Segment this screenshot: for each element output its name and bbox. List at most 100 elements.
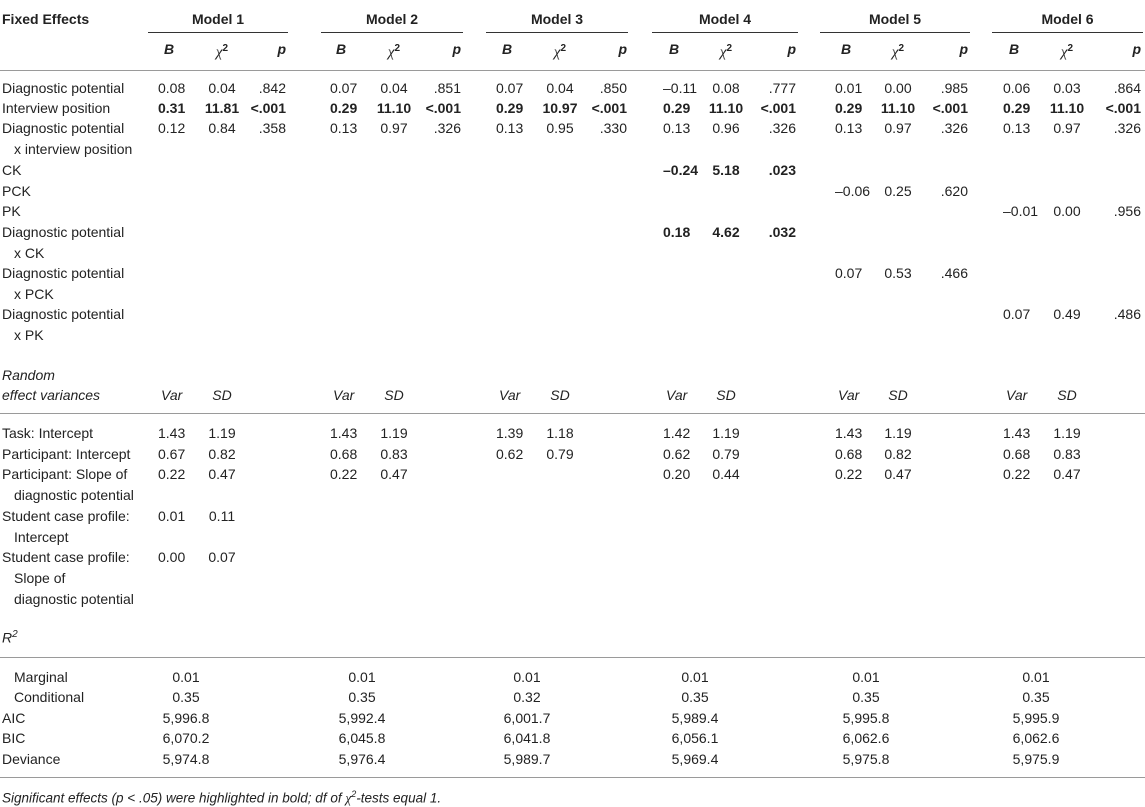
- fit-value: 5,975.8: [842, 751, 890, 767]
- random-row-label: Participant: Slope of: [2, 466, 128, 482]
- model-underline: [820, 32, 970, 33]
- cell-var: 0.22: [158, 466, 186, 482]
- subhead-sd: SD: [716, 387, 736, 403]
- cell-sd: 0.47: [380, 466, 408, 482]
- cell-chi: 0.49: [1053, 306, 1081, 322]
- cell-sd: 0.79: [712, 446, 740, 462]
- random-row-label: Student case profile:: [2, 549, 130, 565]
- cell-b: –0.01: [1003, 203, 1039, 219]
- cell-sd: 0.11: [208, 508, 236, 524]
- cell-b: 0.06: [1003, 80, 1031, 96]
- subhead-chi-square: χ2: [387, 43, 401, 61]
- fit-row-label: AIC: [2, 710, 26, 726]
- cell-sd: 0.82: [208, 446, 236, 462]
- cell-sd: 0.07: [208, 549, 236, 565]
- cell-p: .850: [599, 80, 627, 96]
- cell-var: 0.68: [835, 446, 863, 462]
- cell-chi: 0.25: [884, 183, 912, 199]
- fit-value: 6,041.8: [503, 730, 551, 746]
- cell-var: 0.68: [330, 446, 358, 462]
- subhead-sd: SD: [212, 387, 232, 403]
- cell-sd: 0.82: [884, 446, 912, 462]
- cell-b: 0.12: [158, 120, 186, 136]
- cell-sd: 0.47: [208, 466, 236, 482]
- random-row-label: Participant: Intercept: [2, 446, 131, 462]
- cell-chi: 0.53: [884, 265, 912, 281]
- row-label: Diagnostic potential: [2, 120, 125, 136]
- cell-chi: 0.04: [546, 80, 574, 96]
- fit-value: 6,056.1: [671, 730, 719, 746]
- cell-var: 1.43: [1003, 425, 1031, 441]
- fit-value: 0.01: [513, 669, 541, 685]
- random-divider: [0, 413, 1145, 414]
- subhead-p: p: [959, 41, 968, 57]
- cell-b: –0.24: [663, 162, 699, 178]
- cell-chi: 0.04: [380, 80, 408, 96]
- cell-p: .864: [1113, 80, 1141, 96]
- fit-value: 0.01: [681, 669, 709, 685]
- r2-heading: R2: [2, 629, 18, 646]
- row-label: x CK: [14, 245, 45, 261]
- cell-chi: 0.00: [1053, 203, 1081, 219]
- subhead-b: B: [669, 41, 680, 57]
- cell-var: 0.67: [158, 446, 186, 462]
- subhead-var: Var: [161, 387, 183, 403]
- cell-chi: 0.95: [546, 120, 574, 136]
- cell-var: 0.20: [663, 466, 691, 482]
- row-label: x PK: [14, 327, 44, 343]
- cell-var: 0.00: [158, 549, 186, 565]
- cell-chi: 5.18: [712, 162, 740, 178]
- cell-p: .466: [940, 265, 968, 281]
- cell-b: 0.07: [835, 265, 863, 281]
- fit-value: 0.35: [172, 689, 200, 705]
- cell-p: .842: [258, 80, 286, 96]
- cell-var: 0.22: [835, 466, 863, 482]
- cell-p: <.001: [760, 100, 796, 116]
- row-label: x interview position: [14, 141, 133, 157]
- subhead-chi-square: χ2: [1060, 43, 1074, 61]
- table-footnote: Significant effects (p < .05) were highl…: [2, 789, 442, 806]
- subhead-chi-square: χ2: [553, 43, 567, 61]
- cell-p: .851: [433, 80, 461, 96]
- fixed-effects-heading: Fixed Effects: [2, 11, 90, 27]
- subhead-b: B: [336, 41, 347, 57]
- fit-value: 6,062.6: [842, 730, 890, 746]
- cell-b: –0.06: [835, 183, 871, 199]
- subhead-p: p: [618, 41, 627, 57]
- row-label: Diagnostic potential: [2, 224, 125, 240]
- subhead-b: B: [841, 41, 852, 57]
- model-underline: [321, 32, 463, 33]
- cell-sd: 0.47: [1053, 466, 1081, 482]
- fit-value: 5,995.8: [842, 710, 890, 726]
- model-underline: [486, 32, 628, 33]
- subhead-var: Var: [1006, 387, 1028, 403]
- fit-value: 5,989.7: [503, 751, 551, 767]
- cell-b: 0.29: [330, 100, 358, 116]
- cell-b: 0.29: [496, 100, 524, 116]
- fit-row-label: BIC: [2, 730, 26, 746]
- cell-chi: 0.08: [712, 80, 740, 96]
- header-divider: [0, 70, 1145, 71]
- cell-var: 0.62: [663, 446, 691, 462]
- subhead-b: B: [1009, 41, 1020, 57]
- fit-value: 6,001.7: [503, 710, 551, 726]
- cell-sd: 1.19: [380, 425, 408, 441]
- cell-sd: 1.18: [546, 425, 574, 441]
- subhead-chi-square: χ2: [719, 43, 733, 61]
- subhead-b: B: [164, 41, 175, 57]
- cell-b: 0.13: [835, 120, 863, 136]
- cell-b: 0.29: [1003, 100, 1031, 116]
- subhead-p: p: [787, 41, 796, 57]
- cell-chi: 11.81: [204, 100, 240, 116]
- cell-b: 0.07: [330, 80, 358, 96]
- subhead-var: Var: [838, 387, 860, 403]
- cell-p: .620: [940, 183, 968, 199]
- row-label: Diagnostic potential: [2, 306, 125, 322]
- subhead-p: p: [1132, 41, 1141, 57]
- cell-b: 0.29: [663, 100, 691, 116]
- subhead-sd: SD: [1057, 387, 1077, 403]
- cell-p: .326: [768, 120, 796, 136]
- cell-b: 0.31: [158, 100, 186, 116]
- cell-var: 0.22: [330, 466, 358, 482]
- model-heading: Model 3: [530, 11, 584, 27]
